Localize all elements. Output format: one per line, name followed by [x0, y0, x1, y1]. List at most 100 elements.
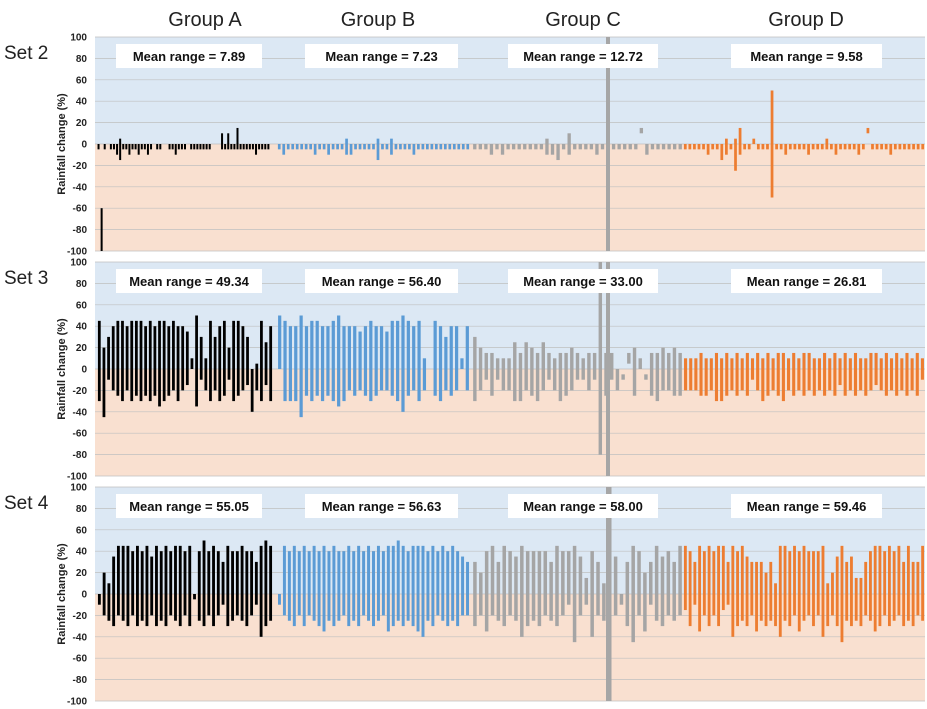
bar	[587, 352, 591, 391]
bar	[770, 90, 774, 198]
bar	[454, 326, 459, 391]
bar	[159, 551, 163, 621]
bar	[484, 551, 489, 632]
bar	[755, 561, 758, 632]
bar	[797, 551, 801, 632]
bar	[174, 545, 177, 621]
bar	[130, 320, 134, 402]
bar	[895, 352, 899, 396]
bar	[137, 144, 140, 155]
bar	[731, 545, 735, 637]
mean-range-label: Mean range = 26.81	[747, 274, 867, 289]
set-label: Set 3	[4, 268, 48, 289]
bar	[174, 144, 177, 155]
bar	[473, 144, 477, 150]
bar	[444, 336, 448, 391]
bar	[239, 144, 242, 150]
bar	[887, 545, 891, 627]
bar	[637, 551, 641, 616]
bar	[282, 545, 286, 616]
bar	[332, 545, 336, 627]
bar	[155, 545, 158, 627]
bar	[864, 358, 868, 396]
bar	[451, 545, 455, 621]
bar	[295, 144, 299, 150]
bar	[222, 320, 226, 396]
bar	[850, 556, 853, 627]
bar	[543, 551, 548, 616]
mean-range-box	[731, 44, 882, 68]
bar	[525, 551, 530, 627]
bar	[715, 144, 719, 150]
bar	[376, 138, 380, 161]
bar	[278, 315, 282, 369]
bar	[473, 336, 477, 402]
bar	[394, 144, 398, 150]
mean-range-box	[508, 494, 658, 518]
bar	[337, 551, 341, 621]
bar	[807, 352, 811, 391]
bar	[412, 326, 416, 391]
bar	[866, 127, 870, 134]
y-axis-title: Rainfall change (%)	[56, 318, 68, 420]
bar	[704, 358, 708, 396]
bar	[911, 561, 915, 627]
bar	[889, 144, 893, 155]
bar	[756, 352, 760, 391]
bar	[367, 545, 371, 621]
bar	[539, 144, 544, 150]
bar	[807, 144, 810, 155]
series-group-a	[97, 127, 270, 251]
y-tick-label: -40	[73, 407, 88, 418]
bar	[199, 144, 202, 150]
bar	[264, 144, 267, 150]
mean-range-label: Mean range = 9.58	[750, 49, 862, 64]
bar	[788, 551, 792, 627]
bar	[734, 138, 737, 171]
bar	[153, 326, 157, 396]
bar	[729, 144, 733, 150]
bar	[190, 358, 194, 369]
bar	[168, 144, 171, 150]
mean-range-label: Mean range = 12.72	[523, 49, 643, 64]
mean-range-box	[305, 494, 458, 518]
bar	[611, 144, 616, 150]
bar	[693, 561, 697, 605]
y-tick-label: 60	[76, 300, 88, 311]
bar	[264, 540, 268, 627]
bar	[188, 545, 192, 627]
bar	[830, 144, 833, 150]
bar	[839, 144, 842, 150]
bar	[711, 144, 715, 150]
bar	[561, 551, 565, 616]
bar	[798, 144, 801, 150]
bar	[859, 577, 863, 627]
bar	[834, 144, 838, 155]
bar	[678, 545, 682, 616]
bar	[416, 545, 420, 632]
bar	[172, 320, 175, 391]
bar	[688, 551, 692, 627]
bar	[912, 144, 915, 150]
bar	[573, 144, 577, 150]
series-group-a	[97, 315, 273, 418]
bar	[213, 336, 217, 391]
bar	[353, 326, 357, 396]
bar	[683, 545, 687, 611]
bar	[775, 144, 778, 150]
bar	[567, 133, 571, 155]
bar	[345, 138, 348, 155]
bar	[109, 144, 112, 150]
bar	[167, 326, 171, 396]
y-tick-label: -100	[67, 247, 87, 258]
mean-range-label: Mean range = 33.00	[523, 274, 643, 289]
bar	[381, 144, 384, 150]
y-tick-label: 80	[76, 504, 88, 515]
bar	[740, 358, 744, 391]
bar	[449, 326, 453, 396]
bar	[112, 144, 115, 150]
bar	[190, 144, 193, 150]
bar	[443, 144, 447, 150]
bar	[916, 561, 920, 616]
bar	[401, 545, 405, 627]
